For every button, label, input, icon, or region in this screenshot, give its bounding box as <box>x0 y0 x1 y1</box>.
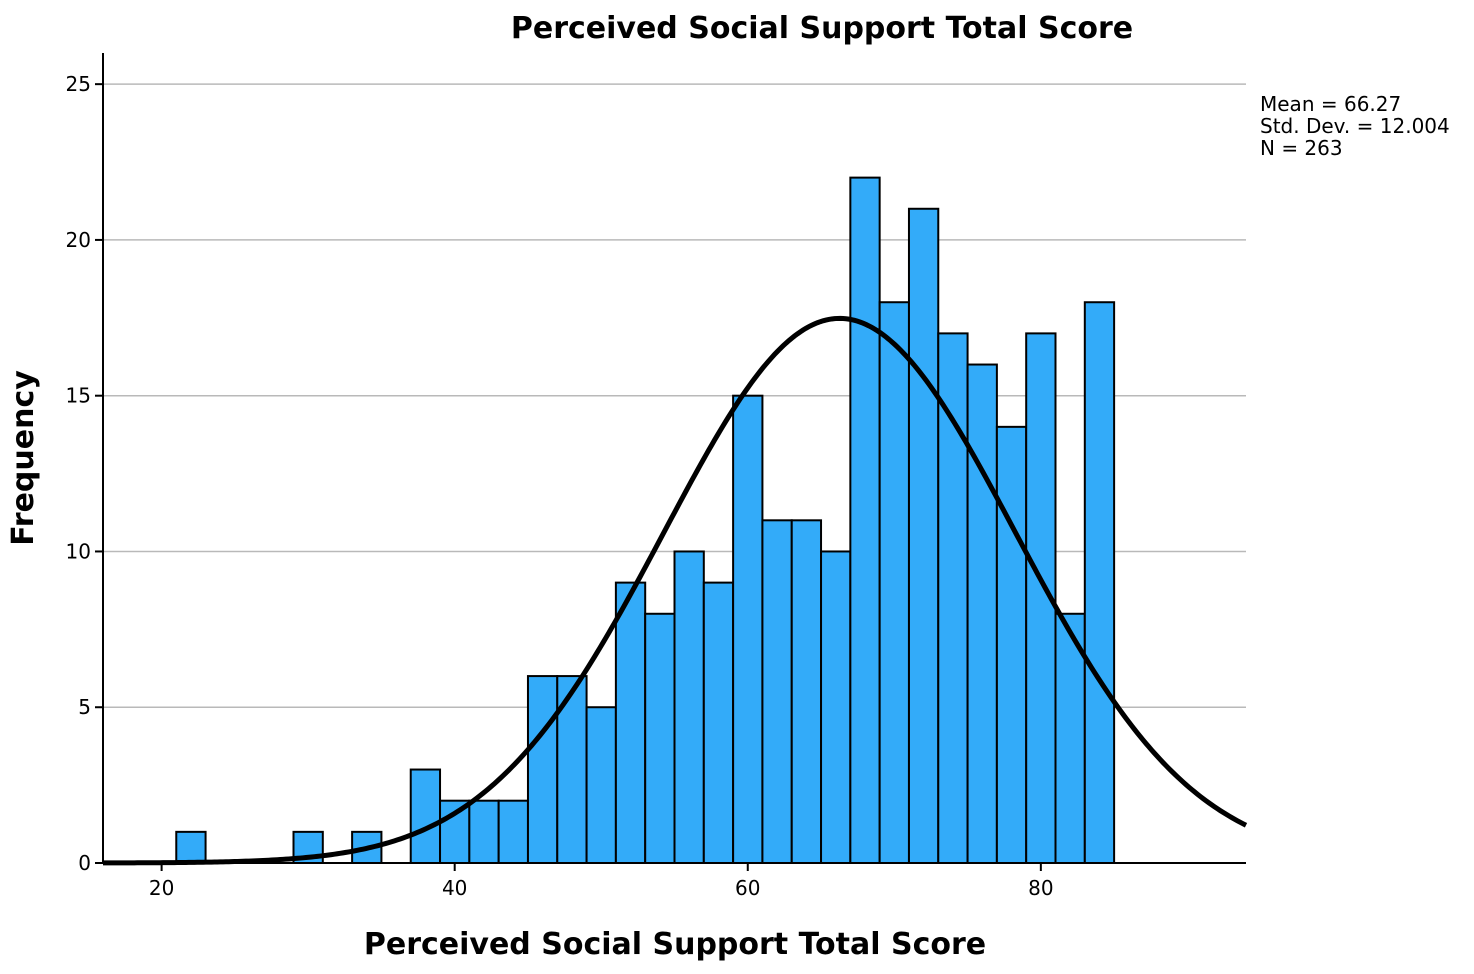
y-tick-label-15: 15 <box>66 384 91 408</box>
stats-line-0: Mean = 66.27 <box>1260 92 1401 116</box>
x-axis-label: Perceived Social Support Total Score <box>364 927 986 962</box>
x-tick-label-60: 60 <box>735 876 760 900</box>
chart-title: Perceived Social Support Total Score <box>511 11 1133 46</box>
bar-23 <box>995 425 1028 864</box>
stats-line-2: N = 263 <box>1260 136 1343 160</box>
stats-line-1: Std. Dev. = 12.004 <box>1260 114 1450 138</box>
y-tick-label-5: 5 <box>78 695 91 719</box>
bar-5 <box>468 799 500 865</box>
bar-15 <box>761 519 793 864</box>
bars <box>175 176 1116 865</box>
bar-21 <box>937 332 969 864</box>
bar-0 <box>175 830 207 864</box>
bar-26 <box>1083 301 1116 864</box>
normal-curve-line <box>102 315 1248 866</box>
y-tick-label-25: 25 <box>66 72 91 96</box>
bar-22 <box>966 363 998 864</box>
bar-11 <box>644 612 676 864</box>
bar-10 <box>614 581 647 864</box>
y-tick-labels: 0 5 10 15 20 25 <box>66 72 103 875</box>
y-tick-label-0: 0 <box>78 851 91 875</box>
bar-7 <box>526 675 559 864</box>
bar-12 <box>673 550 705 864</box>
bar-3 <box>409 768 442 864</box>
y-tick-label-10: 10 <box>66 539 91 563</box>
bar-16 <box>790 519 823 864</box>
bar-14 <box>732 394 764 864</box>
y-tick-label-20: 20 <box>66 228 91 252</box>
x-tick-label-80: 80 <box>1028 876 1053 900</box>
bar-4 <box>439 799 471 865</box>
axes <box>102 53 1246 864</box>
normal-curve <box>102 315 1248 866</box>
bar-9 <box>585 706 617 864</box>
x-tick-labels: 20 40 60 80 <box>149 863 1054 900</box>
bar-18 <box>849 176 881 865</box>
bar-25 <box>1054 612 1086 864</box>
x-tick-label-20: 20 <box>149 876 174 900</box>
bar-19 <box>878 301 910 864</box>
y-axis-label: Frequency <box>6 370 41 546</box>
x-tick-label-40: 40 <box>442 876 467 900</box>
bar-6 <box>497 799 529 865</box>
bar-13 <box>702 581 735 864</box>
bar-17 <box>820 550 852 864</box>
bar-20 <box>907 207 940 864</box>
